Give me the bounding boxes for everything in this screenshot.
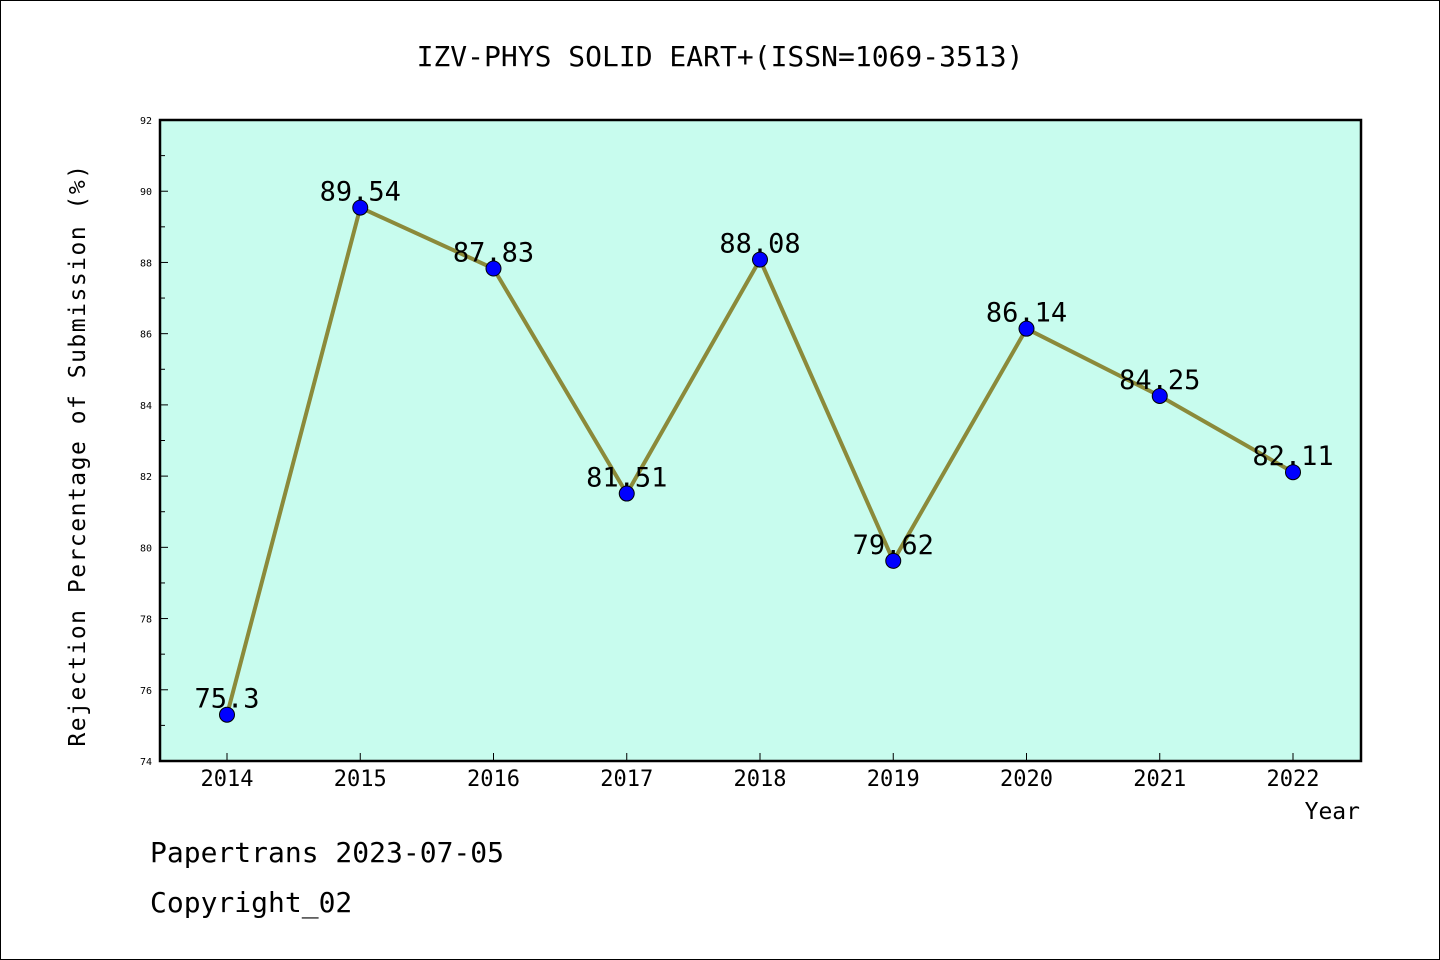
y-tick-label: 76 bbox=[140, 686, 152, 697]
data-point bbox=[485, 260, 502, 277]
data-label: 79.62 bbox=[853, 530, 934, 561]
data-point bbox=[885, 552, 902, 569]
y-tick-label: 84 bbox=[140, 401, 152, 412]
x-tick-label: 2019 bbox=[867, 767, 920, 792]
data-label: 82.11 bbox=[1252, 441, 1333, 472]
y-tick-label: 80 bbox=[140, 543, 152, 554]
plot-area bbox=[158, 118, 1363, 763]
y-axis-label: Rejection Percentage of Submission (%) bbox=[65, 163, 91, 746]
chart-title: IZV-PHYS SOLID EART+(ISSN=1069-3513) bbox=[417, 40, 1024, 73]
data-point bbox=[352, 199, 369, 216]
x-tick-label: 2015 bbox=[334, 767, 387, 792]
data-point bbox=[1151, 387, 1168, 404]
x-axis: 2014 2015 2016 2017 2018 2019 2020 2021 2022 bbox=[201, 753, 1320, 792]
data-point bbox=[219, 706, 235, 723]
x-tick-label: 2022 bbox=[1267, 767, 1320, 792]
data-label: 88.08 bbox=[719, 229, 800, 260]
x-tick-label: 2020 bbox=[1000, 767, 1053, 792]
x-tick-label: 2018 bbox=[734, 767, 787, 792]
data-point bbox=[1018, 320, 1035, 337]
data-label: 84.25 bbox=[1119, 365, 1200, 396]
y-tick-label: 86 bbox=[140, 330, 152, 341]
data-label: 81.51 bbox=[586, 463, 667, 494]
data-label: 87.83 bbox=[453, 237, 534, 268]
x-tick-label: 2021 bbox=[1133, 767, 1186, 792]
x-tick-label: 2017 bbox=[600, 767, 653, 792]
data-point bbox=[618, 485, 635, 502]
x-tick-label: 2014 bbox=[201, 767, 254, 792]
data-label: 89.54 bbox=[320, 177, 401, 208]
y-tick-label: 78 bbox=[140, 615, 152, 626]
copyright-text: Copyright_02 bbox=[150, 886, 353, 919]
y-tick-label: 88 bbox=[140, 258, 152, 269]
data-point bbox=[1285, 464, 1301, 481]
y-tick-label: 74 bbox=[140, 757, 152, 768]
y-tick-label: 90 bbox=[140, 187, 152, 198]
data-label: 86.14 bbox=[986, 298, 1067, 329]
data-label: 75.3 bbox=[194, 684, 259, 715]
y-tick-label: 82 bbox=[140, 472, 152, 483]
source-text: Papertrans 2023-07-05 bbox=[150, 836, 505, 869]
data-labels: 75.3 89.54 87.83 81.51 88.08 79.62 86.14 84.25 8… bbox=[194, 177, 1333, 715]
y-axis: 74 76 78 80 82 84 86 88 90 92 bbox=[140, 116, 168, 768]
data-point bbox=[752, 251, 768, 268]
series-markers bbox=[219, 199, 1301, 723]
x-tick-label: 2016 bbox=[467, 767, 520, 792]
y-tick-label: 92 bbox=[140, 116, 152, 127]
x-axis-label: Year bbox=[1305, 799, 1360, 825]
